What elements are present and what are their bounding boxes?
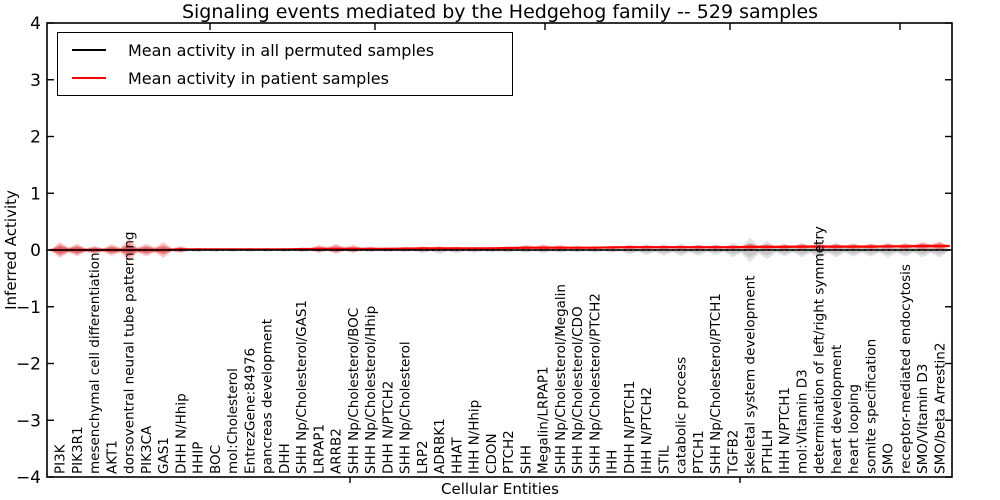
legend: Mean activity in all permuted samples Me… [57,32,513,96]
x-category-label: SMO/Vitamin D3 [915,364,931,474]
y-tick-label: 3 [30,71,41,91]
y-tick-label: 1 [30,184,41,204]
legend-item-patient: Mean activity in patient samples [58,65,512,91]
y-tick-label: −1 [16,298,41,318]
legend-label-permuted: Mean activity in all permuted samples [128,40,435,60]
x-category-label: mol:Vitamin D3 [794,369,810,474]
x-category-label: PI3K [53,443,69,474]
x-category-label: receptor-mediated endocytosis [898,264,914,474]
x-category-label: SMO/beta Arrestin2 [932,343,948,474]
x-category-label: PTHLH [760,430,776,474]
x-category-label: LRP2 [415,440,431,474]
x-category-label: DHH N/PTCH2 [380,381,396,474]
x-category-label: IHH N/PTCH2 [639,387,655,474]
x-category-label: mesenchymal cell differentiation [87,252,103,474]
x-category-label: DHH N/Hhip [173,393,189,474]
x-category-label: PTCH2 [501,430,517,474]
x-category-label: SHH Np/Cholesterol/GAS1 [294,300,310,474]
x-category-label: SMO [881,443,897,474]
x-category-label: BOC [208,445,224,474]
x-category-label: SHH Np/Cholesterol/Megalin [553,284,569,474]
x-category-label: skeletal system development [743,276,759,475]
x-category-label: dorsoventral neural tube patterning [122,232,138,474]
y-tick-label: 0 [30,241,41,261]
y-tick-label: 2 [30,128,41,148]
x-category-label: DHH N/PTCH1 [622,381,638,474]
patient-mean-line-swatch [72,77,106,79]
chart-title: Signaling events mediated by the Hedgeho… [181,1,819,23]
x-category-label: pancreas development [260,319,276,474]
x-category-label: determination of left/right symmetry [812,226,828,474]
x-category-label: PIK3CA [139,425,155,474]
x-category-label: SHH Np/Cholesterol/BOC [346,308,362,474]
x-category-label: ARRB2 [329,428,345,474]
legend-label-patient: Mean activity in patient samples [128,68,389,88]
x-category-label: mol:Cholesterol [225,368,241,474]
x-category-label: AKT1 [104,440,120,474]
x-category-label: SHH Np/Cholesterol/Hhip [363,306,379,474]
x-category-label: HHAT [449,437,465,474]
x-category-label: EntrezGene:84976 [242,348,258,474]
x-category-label: HHIP [191,442,207,474]
y-tick-label: 4 [30,14,41,34]
x-category-label: DHH [277,443,293,474]
x-category-label: SHH Np/Cholesterol/CDO [570,306,586,474]
x-category-label: heart development [829,345,845,474]
x-category-label: IHH [605,450,621,474]
x-category-label: catabolic process [674,357,690,474]
x-category-label: SHH Np/Cholesterol/PTCH1 [708,293,724,474]
x-category-label: LRPAP1 [311,424,327,474]
x-category-label: heart looping [846,384,862,474]
x-category-label: ADRBK1 [432,418,448,474]
x-category-label: SHH [518,445,534,474]
y-axis-label: Inferred Activity [2,190,20,310]
x-category-label: Megalin/LRPAP1 [536,366,552,474]
x-category-label: SHH Np/Cholesterol/PTCH2 [587,293,603,474]
x-category-label: SHH Np/Cholesterol [398,341,414,474]
permuted-mean-line-swatch [72,49,106,51]
legend-item-permuted: Mean activity in all permuted samples [58,37,512,63]
y-tick-label: −2 [16,355,41,375]
x-category-label: PIK3R1 [70,426,86,474]
x-category-label: TGFB2 [725,430,741,475]
x-category-label: PTCH1 [691,430,707,474]
x-category-label: GAS1 [156,437,172,474]
x-category-label: IHH N/Hhip [467,400,483,474]
x-category-label: IHH N/PTCH1 [777,387,793,474]
x-category-label: CDON [484,433,500,474]
x-category-label: somite specification [863,339,879,474]
y-tick-label: −3 [16,411,41,431]
y-tick-label: −4 [16,468,41,488]
x-category-label: STIL [656,445,672,474]
x-axis-label: Cellular Entities [441,480,559,498]
